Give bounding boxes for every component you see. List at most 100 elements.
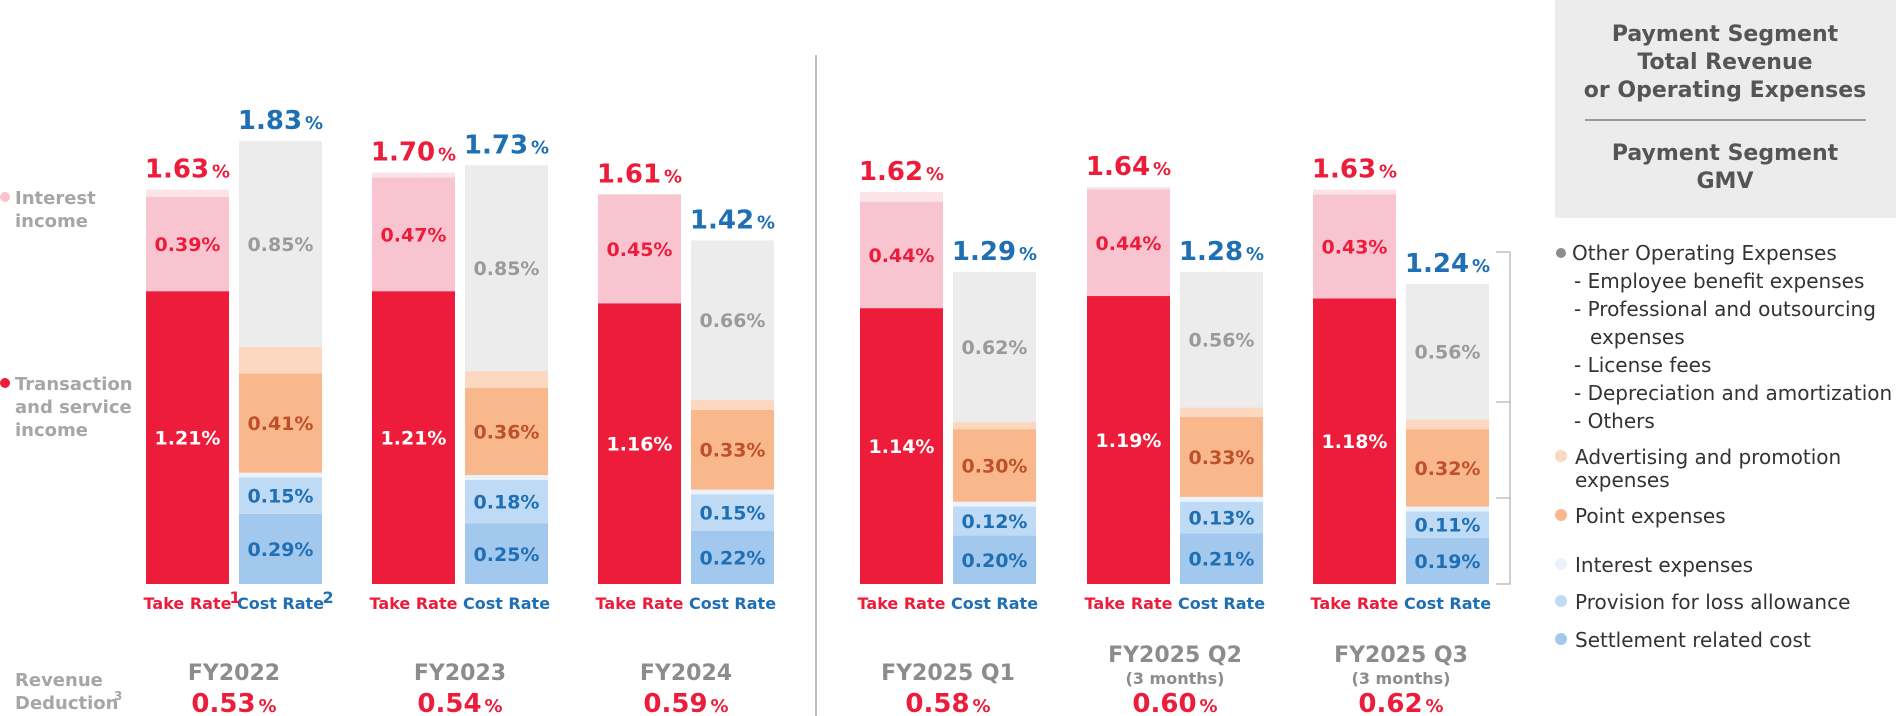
transaction-income-dot xyxy=(0,378,10,388)
cost-label-settlement-related-cost-4: 0.21% xyxy=(1189,549,1255,571)
cost-total-1: 1.73% xyxy=(464,130,549,160)
take-total-5: 1.63% xyxy=(1312,155,1397,185)
cost-bar-point-expenses-1 xyxy=(465,387,548,476)
cost-rate-label-5: Cost Rate xyxy=(1404,594,1491,613)
take-bar-interest-0 xyxy=(146,196,229,292)
ratio-numerator-line1: Payment Segment xyxy=(1612,22,1839,47)
period-sublabel-4: (3 months) xyxy=(1126,669,1225,688)
transaction-income-label-line1: Transaction xyxy=(15,374,133,395)
take-bar-transaction-3 xyxy=(860,308,943,584)
legend-provision-dot xyxy=(1555,595,1567,607)
take-bar-transaction-0 xyxy=(146,291,229,584)
legend-advertising-line2: expenses xyxy=(1575,468,1670,492)
cost-bar-provision-for-loss-allowance-3 xyxy=(953,506,1036,536)
interest-income-label-line1: Interest xyxy=(15,188,96,209)
cost-bar-provision-for-loss-allowance-1 xyxy=(465,479,548,524)
cost-bar-advertising-and-promotion-0 xyxy=(239,346,322,374)
cost-bar-provision-for-loss-allowance-4 xyxy=(1180,501,1263,534)
cost-label-provision-for-loss-allowance-0: 0.15% xyxy=(248,486,314,508)
take-label-transaction-0: 1.21% xyxy=(155,428,221,450)
period-label-0: FY2022 xyxy=(188,661,280,686)
interest-income-dot xyxy=(0,192,10,202)
take-label-transaction-4: 1.19% xyxy=(1096,430,1162,452)
take-total-1: 1.70% xyxy=(371,138,456,168)
cost-bar-other-operating-expenses-2 xyxy=(691,240,774,401)
cost-total-2: 1.42% xyxy=(690,205,775,235)
ratio-numerator-line2: Total Revenue xyxy=(1637,50,1812,75)
take-total-4: 1.64% xyxy=(1086,152,1171,182)
revenue-deduction-sup: 3 xyxy=(114,689,122,703)
legend-other-opex: Other Operating Expenses xyxy=(1572,241,1837,265)
cost-bar-point-expenses-3 xyxy=(953,429,1036,502)
legend-other-opex-dot xyxy=(1556,248,1566,258)
legend-advertising-dot xyxy=(1555,450,1567,462)
cost-bar-interest-expenses-2 xyxy=(691,489,774,495)
take-rate-sup: 1 xyxy=(230,588,241,607)
cost-bar-settlement-related-cost-5 xyxy=(1406,538,1489,584)
cost-bar-point-expenses-5 xyxy=(1406,429,1489,507)
cost-label-settlement-related-cost-5: 0.19% xyxy=(1415,551,1481,573)
cost-label-provision-for-loss-allowance-5: 0.11% xyxy=(1415,515,1481,537)
cost-bar-advertising-and-promotion-4 xyxy=(1180,407,1263,418)
cost-label-point-expenses-2: 0.33% xyxy=(700,440,766,462)
take-bar-other-3 xyxy=(860,191,943,202)
revenue-deduction-3: 0.58% xyxy=(905,689,990,716)
legend-advertising-line1: Advertising and promotion xyxy=(1575,445,1841,469)
revenue-deduction-label-line1: Revenue xyxy=(15,670,103,691)
period-label-1: FY2023 xyxy=(414,661,506,686)
ratio-box xyxy=(1555,0,1896,218)
cost-label-other-operating-expenses-5: 0.56% xyxy=(1415,342,1481,364)
take-bar-other-1 xyxy=(372,172,455,178)
take-rate-label-2: Take Rate xyxy=(596,594,684,613)
legend-opex-item-2b: expenses xyxy=(1590,325,1685,349)
cost-label-point-expenses-0: 0.41% xyxy=(248,413,314,435)
cost-rate-label-0: Cost Rate xyxy=(237,594,324,613)
cost-label-other-operating-expenses-2: 0.66% xyxy=(700,310,766,332)
take-label-interest-0: 0.39% xyxy=(155,234,221,256)
take-bar-interest-4 xyxy=(1087,189,1170,297)
revenue-deduction-2: 0.59% xyxy=(643,689,728,716)
bars-group: 1.21% 0.39% 1.63 % 0.29% 0.15% 0.41% 0.85% 1.83%… xyxy=(144,106,1492,716)
transaction-income-label-line2: and service xyxy=(15,397,132,418)
cost-label-other-operating-expenses-1: 0.85% xyxy=(474,258,540,280)
cost-label-point-expenses-3: 0.30% xyxy=(962,455,1028,477)
cost-label-provision-for-loss-allowance-1: 0.18% xyxy=(474,492,540,514)
revenue-deduction-1: 0.54% xyxy=(417,689,502,716)
cost-bar-other-operating-expenses-5 xyxy=(1406,283,1489,420)
cost-bar-other-operating-expenses-3 xyxy=(953,271,1036,422)
legend-bracket xyxy=(1496,251,1511,585)
cost-bar-settlement-related-cost-2 xyxy=(691,530,774,584)
cost-label-provision-for-loss-allowance-4: 0.13% xyxy=(1189,507,1255,529)
legend-settlement: Settlement related cost xyxy=(1575,628,1811,652)
cost-rate-label-3: Cost Rate xyxy=(951,594,1038,613)
cost-label-settlement-related-cost-1: 0.25% xyxy=(474,544,540,566)
take-total-0: 1.63% xyxy=(145,155,230,185)
take-total-3: 1.62% xyxy=(859,157,944,187)
cost-bar-other-operating-expenses-0 xyxy=(239,141,322,347)
take-label-interest-1: 0.47% xyxy=(381,224,447,246)
take-bar-other-0 xyxy=(146,189,229,197)
cost-label-point-expenses-1: 0.36% xyxy=(474,422,540,444)
period-sublabel-5: (3 months) xyxy=(1352,669,1451,688)
cost-bar-other-operating-expenses-4 xyxy=(1180,271,1263,408)
cost-bar-interest-expenses-0 xyxy=(239,472,322,478)
cost-bar-interest-expenses-1 xyxy=(465,475,548,480)
cost-bar-settlement-related-cost-3 xyxy=(953,535,1036,584)
take-label-transaction-2: 1.16% xyxy=(607,434,673,456)
cost-total-3: 1.29% xyxy=(952,237,1037,267)
take-bar-interest-5 xyxy=(1313,194,1396,299)
cost-rate-label-1: Cost Rate xyxy=(463,594,550,613)
legend-opex-item-3: - License fees xyxy=(1574,353,1711,377)
cost-bar-interest-expenses-3 xyxy=(953,501,1036,507)
interest-income-label-line2: income xyxy=(15,211,88,232)
legend-settlement-dot xyxy=(1555,633,1567,645)
revenue-deduction-0: 0.53% xyxy=(191,689,276,716)
transaction-income-label-line3: income xyxy=(15,420,88,441)
take-label-transaction-5: 1.18% xyxy=(1322,431,1388,453)
take-bar-transaction-1 xyxy=(372,291,455,584)
take-bar-other-5 xyxy=(1313,189,1396,195)
take-label-interest-2: 0.45% xyxy=(607,239,673,261)
period-label-4: FY2025 Q2 xyxy=(1108,643,1242,668)
cost-bar-point-expenses-2 xyxy=(691,409,774,490)
